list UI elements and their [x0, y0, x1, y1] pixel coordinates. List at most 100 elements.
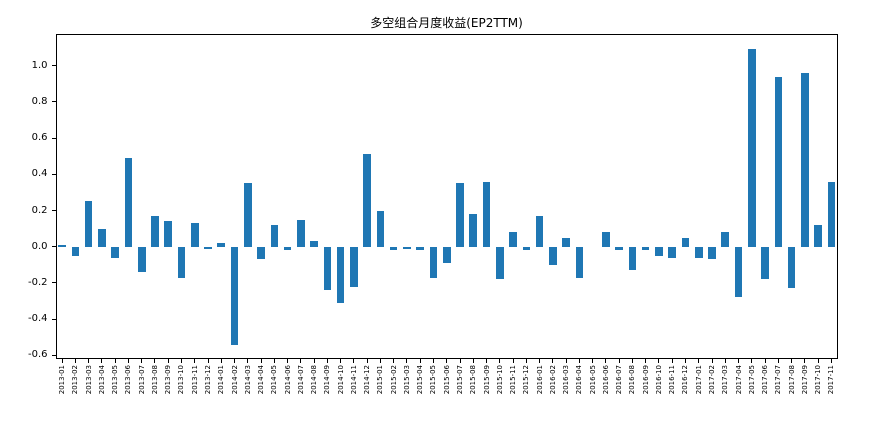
x-tick-label: 2013-08 — [150, 365, 159, 395]
y-tick-label: -0.6 — [27, 349, 48, 361]
x-tick-mark — [141, 359, 143, 363]
x-tick-mark — [671, 359, 673, 363]
x-tick-mark — [167, 359, 169, 363]
bar — [522, 246, 531, 251]
x-tick-mark — [658, 359, 660, 363]
x-tick-mark — [592, 359, 594, 363]
bar — [177, 246, 186, 278]
x-tick-mark — [340, 359, 342, 363]
x-tick-mark — [830, 359, 832, 363]
bar — [509, 232, 517, 247]
x-tick-label: 2016-07 — [615, 365, 624, 395]
x-tick-label: 2014-04 — [257, 365, 266, 395]
bar — [469, 214, 478, 247]
x-tick-mark — [618, 359, 620, 363]
x-tick-mark — [247, 359, 249, 363]
x-tick-label: 2014-08 — [310, 365, 319, 395]
bar — [190, 223, 199, 247]
x-tick-label: 2013-10 — [177, 365, 186, 395]
x-tick-mark — [74, 359, 76, 363]
bar — [283, 246, 292, 251]
bar — [244, 183, 252, 247]
bar — [270, 225, 279, 247]
bar — [257, 246, 265, 260]
x-tick-label: 2015-11 — [509, 365, 518, 395]
bar — [708, 246, 716, 260]
x-tick-label: 2014-10 — [336, 365, 345, 395]
x-tick-mark — [419, 359, 421, 363]
bar — [84, 201, 93, 247]
x-tick-label: 2014-07 — [296, 365, 305, 395]
y-tick-mark — [51, 65, 56, 67]
bar — [310, 241, 318, 247]
x-tick-label: 2014-09 — [323, 365, 332, 395]
x-tick-mark — [406, 359, 408, 363]
x-tick-mark — [313, 359, 315, 363]
x-tick-mark — [88, 359, 90, 363]
x-tick-mark — [751, 359, 753, 363]
bar — [482, 181, 491, 247]
x-tick-mark — [777, 359, 779, 363]
x-tick-label: 2013-12 — [204, 365, 213, 395]
x-tick-label: 2016-12 — [681, 365, 690, 395]
y-tick-mark — [51, 354, 56, 356]
x-tick-mark — [379, 359, 381, 363]
x-tick-mark — [724, 359, 726, 363]
bar — [98, 228, 106, 247]
bar — [655, 246, 663, 256]
x-tick-label: 2017-08 — [787, 365, 796, 395]
x-tick-mark — [234, 359, 236, 363]
bar — [111, 246, 119, 258]
bar — [615, 246, 623, 251]
x-tick-mark — [804, 359, 806, 363]
x-tick-label: 2015-02 — [389, 365, 398, 395]
bar — [71, 246, 80, 256]
x-tick-mark — [738, 359, 740, 363]
x-tick-label: 2015-06 — [442, 365, 451, 395]
plot-area — [55, 34, 838, 359]
bar — [827, 181, 836, 247]
x-tick-label: 2016-08 — [628, 365, 637, 395]
x-tick-label: 2015-08 — [469, 365, 478, 395]
x-tick-label: 2017-03 — [721, 365, 730, 395]
bar — [456, 183, 464, 247]
bar — [416, 246, 425, 251]
y-tick-label: 0.8 — [31, 95, 48, 107]
x-tick-mark — [486, 359, 488, 363]
x-tick-label: 2013-04 — [97, 365, 106, 395]
y-tick-label: -0.2 — [27, 276, 48, 288]
x-tick-mark — [472, 359, 474, 363]
x-tick-mark — [446, 359, 448, 363]
bar — [761, 246, 769, 280]
x-tick-mark — [101, 359, 103, 363]
bar — [442, 246, 451, 264]
x-tick-label: 2015-09 — [482, 365, 491, 395]
bar — [602, 232, 610, 247]
bar — [535, 215, 544, 247]
bar — [814, 225, 822, 247]
bar — [734, 246, 743, 298]
x-tick-mark — [512, 359, 514, 363]
x-tick-label: 2016-11 — [668, 365, 677, 395]
x-tick-mark — [817, 359, 819, 363]
x-tick-label: 2017-07 — [774, 365, 783, 395]
x-tick-mark — [194, 359, 196, 363]
x-tick-mark — [287, 359, 289, 363]
bar — [204, 246, 212, 249]
x-tick-mark — [525, 359, 527, 363]
x-tick-label: 2016-09 — [641, 365, 650, 395]
bar — [363, 154, 371, 247]
y-tick-mark — [51, 246, 56, 248]
x-tick-mark — [552, 359, 554, 363]
bar — [323, 246, 332, 291]
bar — [575, 246, 584, 278]
bar — [787, 246, 796, 289]
x-tick-mark — [605, 359, 607, 363]
x-tick-mark — [154, 359, 156, 363]
bar — [747, 49, 756, 247]
bar — [151, 215, 159, 247]
x-tick-mark — [260, 359, 262, 363]
bar — [137, 246, 146, 273]
x-tick-mark — [353, 359, 355, 363]
